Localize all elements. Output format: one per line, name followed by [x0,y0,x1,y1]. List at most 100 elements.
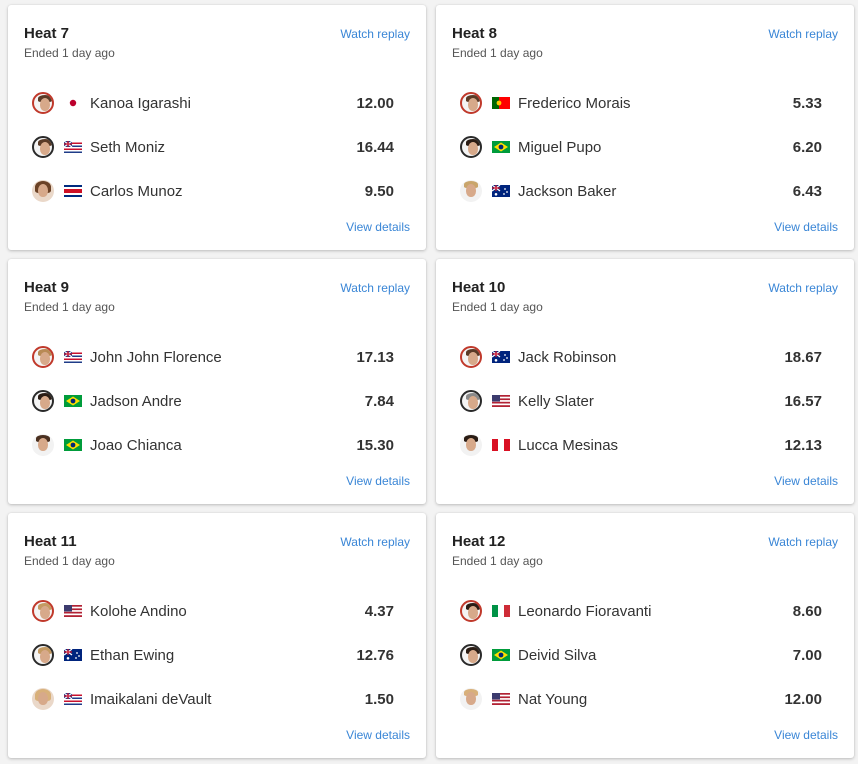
surfer-name: Carlos Munoz [90,182,183,200]
avatar [32,136,54,158]
watch-replay-link[interactable]: Watch replay [340,281,410,295]
surfer-list: Kolohe Andino 4.37 Ethan Ewing 12.76 Ima… [32,589,394,721]
surfer-name: Leonardo Fioravanti [518,602,652,620]
surfer-name: Deivid Silva [518,646,597,664]
surfer-name: Kolohe Andino [90,602,187,620]
hawaii-flag-icon [64,141,82,153]
surfer-score: 1.50 [364,690,394,708]
watch-replay-link[interactable]: Watch replay [340,27,410,41]
peru-flag-icon [492,439,510,451]
costa-rica-flag-icon [64,185,82,197]
view-details-link[interactable]: View details [346,220,410,234]
heat-status: Ended 1 day ago [452,554,543,568]
surfer-score: 17.13 [356,348,394,366]
avatar [460,180,482,202]
surfer-row[interactable]: Carlos Munoz 9.50 [32,169,394,213]
surfer-name: Jadson Andre [90,392,182,410]
surfer-row[interactable]: Nat Young 12.00 [460,677,822,721]
view-details-link[interactable]: View details [774,728,838,742]
surfer-row[interactable]: John John Florence 17.13 [32,335,394,379]
surfer-score: 8.60 [792,602,822,620]
avatar [32,688,54,710]
hawaii-flag-icon [64,693,82,705]
watch-replay-link[interactable]: Watch replay [768,535,838,549]
surfer-score: 6.43 [792,182,822,200]
surfer-score: 6.20 [792,138,822,156]
surfer-list: John John Florence 17.13 Jadson Andre 7.… [32,335,394,467]
surfer-name: Frederico Morais [518,94,631,112]
surfer-score: 12.13 [784,436,822,454]
heat-status: Ended 1 day ago [452,300,543,314]
surfer-row[interactable]: Lucca Mesinas 12.13 [460,423,822,467]
view-details-link[interactable]: View details [346,474,410,488]
avatar [460,136,482,158]
surfer-list: Frederico Morais 5.33 Miguel Pupo 6.20 J… [460,81,822,213]
usa-flag-icon [64,605,82,617]
surfer-row[interactable]: Kanoa Igarashi 12.00 [32,81,394,125]
avatar [460,92,482,114]
surfer-row[interactable]: Jadson Andre 7.84 [32,379,394,423]
surfer-row[interactable]: Deivid Silva 7.00 [460,633,822,677]
surfer-row[interactable]: Jack Robinson 18.67 [460,335,822,379]
surfer-score: 16.44 [356,138,394,156]
watch-replay-link[interactable]: Watch replay [340,535,410,549]
surfer-name: Miguel Pupo [518,138,602,156]
surfer-row[interactable]: Ethan Ewing 12.76 [32,633,394,677]
surfer-row[interactable]: Imaikalani deVault 1.50 [32,677,394,721]
watch-replay-link[interactable]: Watch replay [768,27,838,41]
usa-flag-icon [492,693,510,705]
surfer-list: Kanoa Igarashi 12.00 Seth Moniz 16.44 Ca… [32,81,394,213]
surfer-name: Imaikalani deVault [90,690,212,708]
watch-replay-link[interactable]: Watch replay [768,281,838,295]
heat-card: Heat 8 Ended 1 day ago Watch replay Fred… [436,5,854,250]
surfer-score: 5.33 [792,94,822,112]
surfer-row[interactable]: Kolohe Andino 4.37 [32,589,394,633]
usa-flag-icon [492,395,510,407]
surfer-row[interactable]: Jackson Baker 6.43 [460,169,822,213]
avatar [460,600,482,622]
brazil-flag-icon [492,649,510,661]
surfer-score: 7.00 [792,646,822,664]
view-details-link[interactable]: View details [774,220,838,234]
surfer-score: 4.37 [364,602,394,620]
surfer-name: Jack Robinson [518,348,617,366]
avatar [32,434,54,456]
avatar [460,346,482,368]
portugal-flag-icon [492,97,510,109]
heat-title: Heat 7 [24,25,70,42]
heat-status: Ended 1 day ago [24,554,115,568]
surfer-name: Jackson Baker [518,182,617,200]
heat-status: Ended 1 day ago [24,46,115,60]
view-details-link[interactable]: View details [346,728,410,742]
avatar [460,644,482,666]
heat-card: Heat 9 Ended 1 day ago Watch replay John… [8,259,426,504]
surfer-row[interactable]: Joao Chianca 15.30 [32,423,394,467]
heat-status: Ended 1 day ago [24,300,115,314]
surfer-score: 16.57 [784,392,822,410]
view-details-link[interactable]: View details [774,474,838,488]
avatar [460,390,482,412]
surfer-row[interactable]: Miguel Pupo 6.20 [460,125,822,169]
heats-grid: Heat 7 Ended 1 day ago Watch replay Kano… [8,5,854,758]
heat-card: Heat 7 Ended 1 day ago Watch replay Kano… [8,5,426,250]
surfer-name: Seth Moniz [90,138,166,156]
surfer-list: Jack Robinson 18.67 Kelly Slater 16.57 L… [460,335,822,467]
surfer-row[interactable]: Frederico Morais 5.33 [460,81,822,125]
brazil-flag-icon [492,141,510,153]
avatar [460,434,482,456]
italy-flag-icon [492,605,510,617]
avatar [32,644,54,666]
surfer-row[interactable]: Kelly Slater 16.57 [460,379,822,423]
heat-card: Heat 12 Ended 1 day ago Watch replay Leo… [436,513,854,758]
surfer-score: 18.67 [784,348,822,366]
avatar [32,600,54,622]
surfer-row[interactable]: Seth Moniz 16.44 [32,125,394,169]
surfer-row[interactable]: Leonardo Fioravanti 8.60 [460,589,822,633]
australia-flag-icon [64,649,82,661]
japan-flag-icon [64,97,82,109]
heat-title: Heat 11 [24,533,77,550]
heat-title: Heat 8 [452,25,498,42]
heat-title: Heat 12 [452,533,506,550]
avatar [32,180,54,202]
surfer-score: 7.84 [364,392,394,410]
